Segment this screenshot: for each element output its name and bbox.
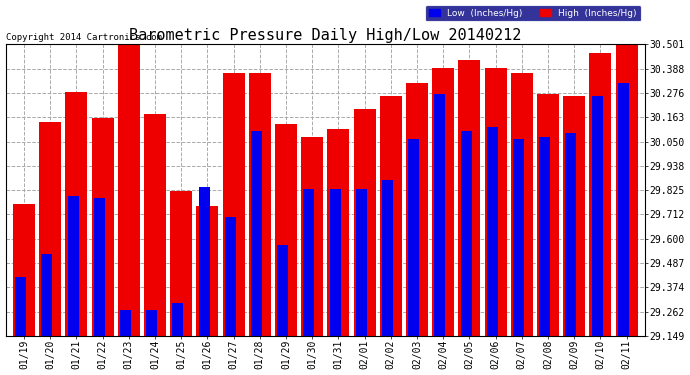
Bar bbox=[39, 122, 61, 336]
Bar bbox=[172, 303, 184, 336]
Bar bbox=[513, 140, 524, 336]
Bar bbox=[435, 94, 446, 336]
Bar bbox=[197, 206, 218, 336]
Bar bbox=[170, 191, 192, 336]
Bar bbox=[382, 180, 393, 336]
Bar bbox=[277, 245, 288, 336]
Bar bbox=[589, 53, 611, 336]
Bar bbox=[144, 114, 166, 336]
Bar bbox=[118, 45, 140, 336]
Legend: Low  (Inches/Hg), High  (Inches/Hg): Low (Inches/Hg), High (Inches/Hg) bbox=[425, 5, 640, 21]
Bar bbox=[304, 189, 315, 336]
Bar bbox=[537, 94, 559, 336]
Bar bbox=[591, 96, 602, 336]
Bar bbox=[251, 131, 262, 336]
Bar bbox=[408, 140, 420, 336]
Bar bbox=[327, 129, 349, 336]
Title: Barometric Pressure Daily High/Low 20140212: Barometric Pressure Daily High/Low 20140… bbox=[129, 28, 522, 43]
Bar bbox=[120, 310, 131, 336]
Bar bbox=[66, 92, 88, 336]
Text: Copyright 2014 Cartronics.com: Copyright 2014 Cartronics.com bbox=[6, 33, 161, 42]
Bar bbox=[484, 68, 506, 336]
Bar bbox=[68, 195, 79, 336]
Bar bbox=[487, 126, 498, 336]
Bar bbox=[225, 217, 236, 336]
Bar bbox=[461, 131, 472, 336]
Bar bbox=[511, 73, 533, 336]
Bar bbox=[330, 189, 341, 336]
Bar bbox=[301, 137, 323, 336]
Bar bbox=[146, 310, 157, 336]
Bar bbox=[249, 73, 270, 336]
Bar bbox=[41, 254, 52, 336]
Bar bbox=[275, 124, 297, 336]
Bar bbox=[13, 204, 35, 336]
Bar bbox=[356, 189, 367, 336]
Bar bbox=[94, 198, 105, 336]
Bar bbox=[615, 45, 638, 336]
Bar bbox=[15, 278, 26, 336]
Bar bbox=[563, 96, 585, 336]
Bar bbox=[406, 83, 428, 336]
Bar bbox=[618, 83, 629, 336]
Bar bbox=[353, 109, 375, 336]
Bar bbox=[540, 137, 550, 336]
Bar bbox=[199, 187, 210, 336]
Bar bbox=[380, 96, 402, 336]
Bar bbox=[458, 60, 480, 336]
Bar bbox=[223, 73, 244, 336]
Bar bbox=[432, 68, 454, 336]
Bar bbox=[92, 118, 114, 336]
Bar bbox=[566, 133, 576, 336]
